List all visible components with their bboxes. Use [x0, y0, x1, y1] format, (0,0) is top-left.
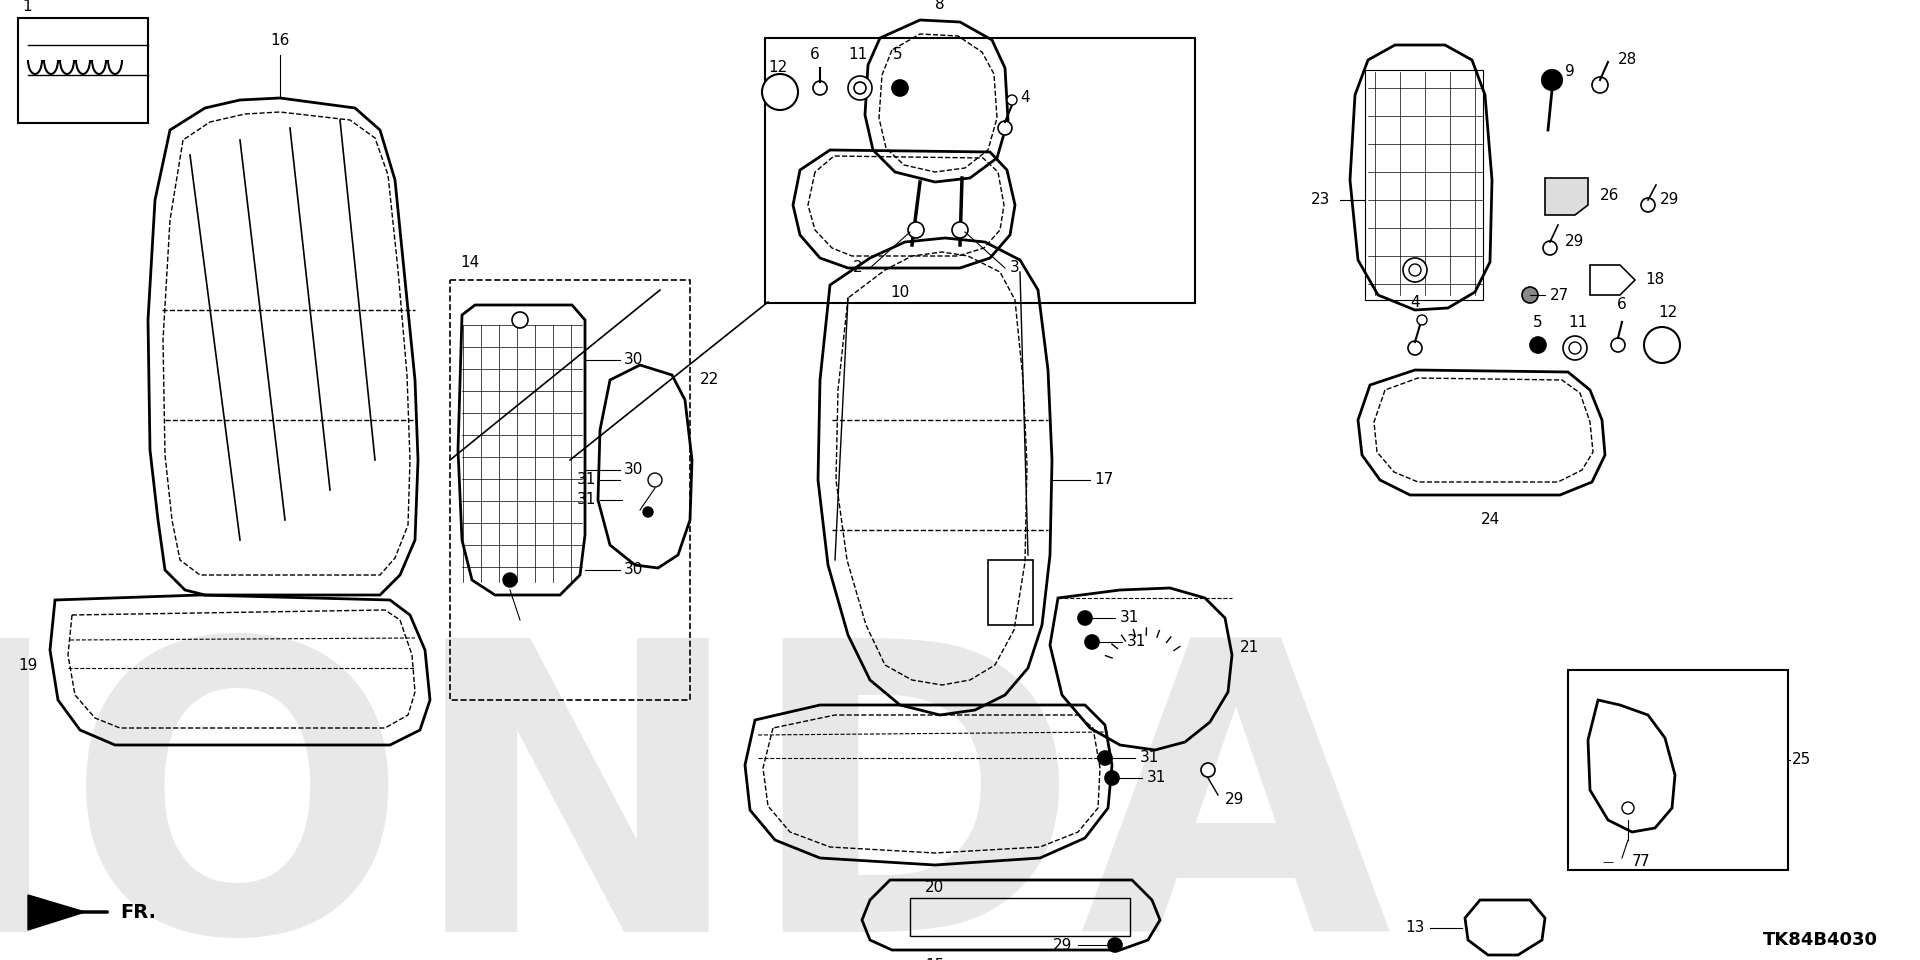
Text: 29: 29 [1565, 234, 1584, 250]
Text: 11: 11 [849, 47, 868, 62]
Circle shape [812, 81, 828, 95]
Circle shape [649, 473, 662, 487]
Text: 31: 31 [576, 492, 595, 508]
Bar [764, 38, 1194, 303]
Text: 27: 27 [1549, 287, 1569, 302]
Text: 31: 31 [1140, 751, 1160, 765]
Circle shape [1611, 338, 1624, 352]
Text: 15: 15 [925, 958, 945, 960]
Text: 3: 3 [1010, 260, 1020, 276]
Circle shape [1098, 751, 1112, 765]
Bar [910, 898, 1131, 936]
Text: 31: 31 [1146, 771, 1165, 785]
Circle shape [1077, 611, 1092, 625]
Text: 25: 25 [1791, 753, 1811, 767]
Text: 8: 8 [935, 0, 945, 12]
Text: 18: 18 [1645, 273, 1665, 287]
Circle shape [1563, 336, 1588, 360]
Circle shape [1006, 95, 1018, 105]
Text: 17: 17 [1094, 472, 1114, 488]
Circle shape [1642, 198, 1655, 212]
Text: 6: 6 [810, 47, 820, 62]
Text: 26: 26 [1599, 187, 1619, 203]
Circle shape [1523, 287, 1538, 303]
Circle shape [1409, 264, 1421, 276]
Text: 24: 24 [1480, 512, 1500, 527]
Text: 16: 16 [271, 33, 290, 48]
Circle shape [762, 74, 799, 110]
Text: 6: 6 [1617, 297, 1626, 312]
Circle shape [998, 121, 1012, 135]
Circle shape [1417, 315, 1427, 325]
Circle shape [1644, 327, 1680, 363]
Bar [17, 18, 148, 123]
Text: 4: 4 [1409, 295, 1419, 310]
Circle shape [1592, 77, 1609, 93]
Text: 22: 22 [701, 372, 720, 388]
Text: 11: 11 [1569, 315, 1588, 330]
Bar [1365, 70, 1482, 300]
Text: 29: 29 [1225, 793, 1244, 807]
Text: 19: 19 [19, 658, 38, 673]
Text: 13: 13 [1405, 921, 1425, 935]
Circle shape [1108, 938, 1121, 952]
Circle shape [1407, 341, 1423, 355]
Circle shape [1202, 763, 1215, 777]
Text: 7: 7 [1640, 854, 1649, 870]
Circle shape [513, 312, 528, 328]
Text: 4: 4 [1020, 90, 1029, 106]
Text: 30: 30 [624, 563, 643, 578]
Text: —: — [1603, 857, 1613, 867]
Text: 29: 29 [1661, 193, 1680, 207]
Text: FR.: FR. [119, 902, 156, 922]
Text: 20: 20 [925, 880, 945, 895]
Text: 23: 23 [1311, 193, 1331, 207]
Text: HONDA: HONDA [0, 625, 1392, 960]
Circle shape [1106, 771, 1119, 785]
Text: 31: 31 [576, 472, 595, 488]
Bar [989, 560, 1033, 625]
Circle shape [1622, 802, 1634, 814]
Circle shape [1542, 70, 1563, 90]
Text: 5: 5 [1534, 315, 1544, 330]
Text: 9: 9 [1565, 64, 1574, 80]
Text: 31: 31 [1127, 635, 1146, 650]
Text: 21: 21 [1240, 640, 1260, 656]
Circle shape [1085, 635, 1098, 649]
Circle shape [1404, 258, 1427, 282]
Polygon shape [1546, 178, 1588, 215]
Circle shape [643, 507, 653, 517]
Text: 7: 7 [1632, 854, 1642, 870]
Text: 12: 12 [1659, 305, 1678, 320]
Circle shape [849, 76, 872, 100]
Text: 29: 29 [1052, 938, 1071, 952]
Text: 30: 30 [624, 463, 643, 477]
Circle shape [952, 222, 968, 238]
Text: 28: 28 [1619, 53, 1638, 67]
Text: 1: 1 [21, 0, 31, 14]
Text: 12: 12 [768, 60, 787, 75]
Circle shape [1530, 337, 1546, 353]
Circle shape [908, 222, 924, 238]
Circle shape [1569, 342, 1580, 354]
Text: 14: 14 [461, 255, 480, 270]
Bar [1569, 670, 1788, 870]
Text: 2: 2 [852, 260, 862, 276]
Bar [449, 280, 689, 700]
Polygon shape [29, 895, 84, 930]
Circle shape [854, 82, 866, 94]
Circle shape [503, 573, 516, 587]
Text: 5: 5 [893, 47, 902, 62]
Text: 31: 31 [1119, 611, 1139, 626]
Text: TK84B4030: TK84B4030 [1763, 931, 1878, 949]
Text: 30: 30 [624, 352, 643, 368]
Text: 10: 10 [891, 285, 910, 300]
Circle shape [893, 80, 908, 96]
Circle shape [1544, 241, 1557, 255]
